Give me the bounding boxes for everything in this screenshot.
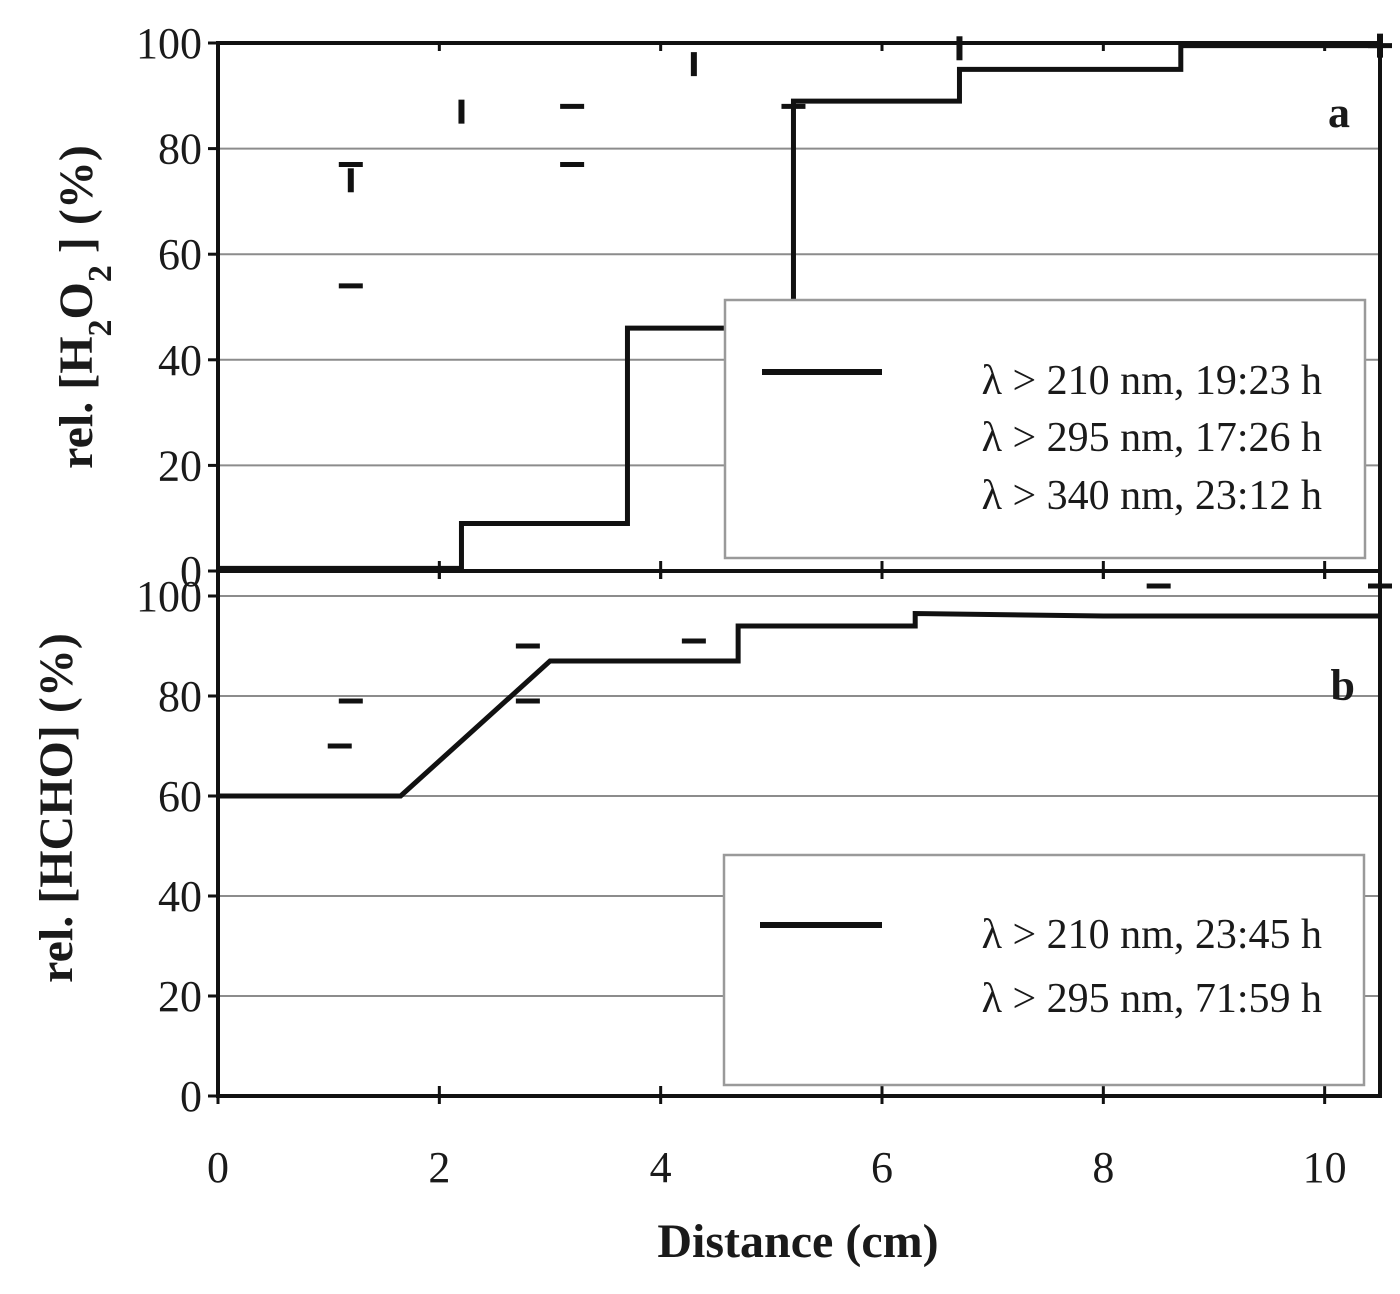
panel-b-ytick-label: 40	[158, 872, 202, 921]
panel-b-series-1-line	[218, 610, 1380, 799]
panel-a-ytick-label: 100	[136, 19, 202, 68]
panel-b-frame	[216, 569, 1382, 1098]
x-axis-title: Distance (cm)	[657, 1215, 938, 1268]
panel-a-legend: λ > 210 nm, 19:23 h λ > 295 nm, 17:26 h …	[723, 298, 1367, 560]
panel-b-ytick-label: 0	[180, 1072, 202, 1121]
panel-a-ytick-label: 60	[158, 230, 202, 279]
legend-b-item-2: λ > 295 nm, 71:59 h	[982, 976, 1322, 1022]
panel-a-series-1-line	[218, 43, 1380, 571]
x-tick-label: 8	[1092, 1143, 1114, 1192]
panel-b-ytick-label: 100	[136, 572, 202, 621]
panel-b-series	[218, 583, 1392, 799]
panel-a-ytick-label: 80	[158, 125, 202, 174]
panel-a-letter: a	[1328, 88, 1350, 137]
panel-b-ytick-label: 80	[158, 672, 202, 721]
panel-a-ytick-labels: 0 20 40 60 80 100	[136, 19, 202, 596]
x-tick-label: 4	[650, 1143, 672, 1192]
panel-a-series	[218, 33, 1392, 571]
legend-a-item-2: λ > 295 nm, 17:26 h	[982, 415, 1322, 461]
panel-b: 0 20 40 60 80 100 0 2 4 6 8 10 b rel. [HCHO] (%) D…	[30, 569, 1392, 1268]
y-title-sub-1: 2	[82, 319, 119, 336]
panel-b-xtick-labels: 0 2 4 6 8 10	[207, 1143, 1347, 1192]
x-tick-label: 10	[1303, 1143, 1347, 1192]
panel-b-y-axis-title: rel. [HCHO] (%)	[30, 633, 83, 983]
panel-b-ticks	[208, 571, 1327, 1104]
panel-b-letter: b	[1331, 661, 1355, 710]
y-title-part-3: ] (%)	[50, 145, 103, 265]
x-tick-label: 0	[207, 1143, 229, 1192]
panel-b-ytick-label: 20	[158, 972, 202, 1021]
panel-a-ytick-label: 40	[158, 336, 202, 385]
panel-b-ytick-labels: 0 20 40 60 80 100	[136, 572, 202, 1121]
legend-a-item-1: λ > 210 nm, 19:23 h	[982, 358, 1322, 404]
legend-a-item-3: λ > 340 nm, 23:12 h	[982, 473, 1322, 519]
panel-a-legend-box	[723, 298, 1367, 560]
y-title-part-2: O	[50, 282, 103, 319]
x-tick-label: 2	[428, 1143, 450, 1192]
panel-b-legend: λ > 210 nm, 23:45 h λ > 295 nm, 71:59 h	[722, 853, 1366, 1087]
legend-b-item-1: λ > 210 nm, 23:45 h	[982, 912, 1322, 958]
y-title-sub-2: 2	[82, 265, 119, 282]
panel-a-y-axis-title: rel. [H2O2 ] (%)	[50, 145, 119, 469]
y-title-part-1: rel. [H	[50, 336, 103, 468]
x-tick-label: 6	[871, 1143, 893, 1192]
panel-b-ytick-label: 60	[158, 772, 202, 821]
panel-b-legend-box	[722, 853, 1366, 1087]
panel-a-ytick-label: 20	[158, 441, 202, 490]
panel-a-ytick-label: 0	[180, 547, 202, 596]
